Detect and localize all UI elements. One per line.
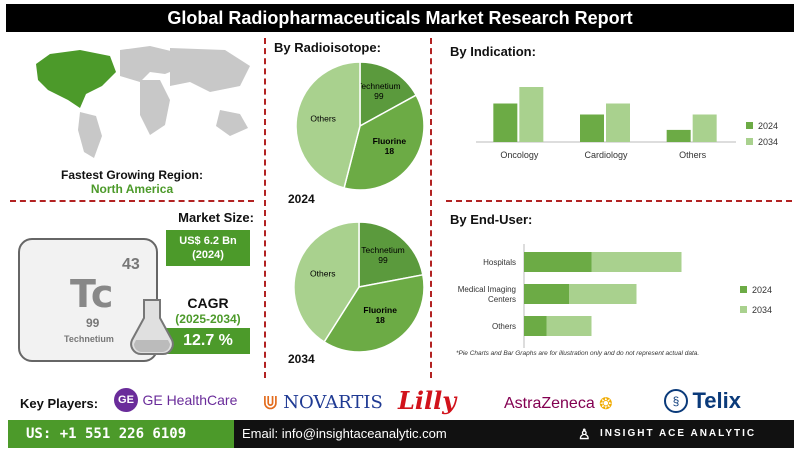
footer-brand: ♙ INSIGHT ACE ANALYTIC	[564, 420, 794, 448]
flask-icon	[130, 299, 174, 355]
element-tile: 43 Tc 99 Technetium	[18, 238, 174, 362]
market-size-year: (2024)	[192, 249, 224, 261]
bar	[606, 103, 630, 142]
ge-monogram-icon: GE	[114, 388, 138, 412]
separator	[430, 38, 432, 378]
swirl-icon: ❂	[599, 396, 613, 413]
cagr-label: CAGR	[187, 295, 229, 311]
player-name: AstraZeneca	[504, 395, 595, 412]
element-mass: 99	[86, 316, 100, 330]
region-value: North America	[90, 182, 174, 196]
legend-label: 2034	[758, 137, 778, 147]
pie-slice	[295, 61, 361, 189]
indication-bar-chart: Oncology Cardiology Others 2024 2034	[476, 87, 778, 160]
legend-swatch	[746, 138, 753, 145]
bar	[666, 129, 691, 142]
pie-slice-label: Others	[310, 268, 336, 278]
x-tick-label: Others	[679, 150, 707, 160]
legend-label: 2024	[752, 285, 772, 295]
player-name: Telix	[692, 388, 741, 413]
market-size-label: Market Size:	[178, 210, 254, 225]
footer-email[interactable]: Email: info@insightaceanalytic.com	[234, 420, 564, 448]
north-america-shape	[36, 50, 116, 108]
separator	[264, 38, 266, 378]
separator	[446, 200, 792, 202]
bar	[569, 284, 637, 304]
key-players-label: Key Players:	[20, 396, 99, 411]
legend-label: 2024	[758, 121, 778, 131]
astrazeneca-logo: AstraZeneca ❂	[504, 394, 613, 414]
pie-slice-label: Technetium 99	[361, 245, 404, 265]
brand-logo-icon: ♙	[578, 426, 591, 442]
brand-name: INSIGHT ACE ANALYTIC	[600, 428, 757, 439]
legend-swatch	[746, 122, 753, 129]
element-name: Technetium	[64, 334, 114, 344]
enduser-bar-chart: Hospitals Medical Imaging Centers Others 202…	[458, 244, 772, 348]
bar	[524, 284, 569, 304]
player-name: NOVARTIS	[283, 392, 383, 413]
pie-slice	[358, 221, 424, 288]
pie-slice	[323, 273, 425, 353]
pie-caption-2024: 2024	[288, 192, 315, 206]
report-title: Global Radiopharmaceuticals Market Resea…	[6, 4, 794, 32]
bar	[580, 114, 604, 142]
telix-logo: § Telix	[664, 388, 741, 414]
lilly-logo: Lilly	[398, 386, 457, 415]
pie-slice-label: Fluorine 18	[363, 305, 397, 325]
disclaimer-note: *Pie Charts and Bar Graphs are for illus…	[456, 350, 700, 357]
bar	[591, 252, 682, 272]
novartis-logo: ⋓ NOVARTIS	[262, 390, 383, 415]
bar	[524, 316, 547, 336]
market-size-value: US$ 6.2 Bn	[179, 235, 237, 247]
bar	[524, 252, 592, 272]
legend-swatch	[740, 286, 747, 293]
pie-caption-2034: 2034	[288, 352, 315, 366]
ge-healthcare-logo: GE GE HealthCare	[114, 388, 238, 416]
separator	[10, 200, 254, 202]
flame-icon: ⋓	[262, 392, 279, 414]
pie-slice	[359, 61, 418, 128]
legend-swatch	[740, 306, 747, 313]
pie-chart-2024: Technetium 99 Fluorine 18 Others	[295, 61, 425, 191]
bar	[493, 103, 518, 142]
helix-icon: §	[664, 389, 688, 413]
bar	[692, 114, 717, 142]
x-tick-label: Cardiology	[584, 150, 628, 160]
pie-slice-label: Fluorine 18	[373, 136, 407, 156]
pie-slice-label: Technetium 99	[357, 81, 400, 101]
indication-title: By Indication:	[450, 44, 536, 59]
y-tick-label: Others	[492, 322, 516, 331]
y-tick-label: Medical Imaging Centers	[458, 285, 516, 304]
bar	[546, 316, 592, 336]
y-tick-label: Hospitals	[483, 258, 516, 267]
region-label: Fastest Growing Region:	[60, 168, 203, 182]
pie-slice-label: Others	[310, 113, 336, 123]
radioisotope-title: By Radioisotope:	[274, 40, 381, 55]
footer-phone[interactable]: US: +1 551 226 6109	[8, 420, 234, 448]
pie-chart-2034: Technetium 99 Fluorine 18 Others	[293, 221, 425, 353]
cagr-value: 12.7 %	[166, 328, 250, 354]
player-name: GE HealthCare	[142, 392, 238, 408]
pie-slice	[293, 221, 360, 343]
cagr-period: (2025-2034)	[175, 312, 241, 326]
market-size-box: US$ 6.2 Bn (2024)	[166, 230, 250, 266]
element-symbol: Tc	[70, 272, 114, 316]
bar	[519, 87, 544, 142]
legend-label: 2034	[752, 305, 772, 315]
pie-slice	[343, 94, 425, 191]
element-number: 43	[122, 256, 140, 273]
x-tick-label: Oncology	[500, 150, 539, 160]
world-map	[36, 46, 250, 158]
enduser-title: By End-User:	[450, 212, 533, 227]
